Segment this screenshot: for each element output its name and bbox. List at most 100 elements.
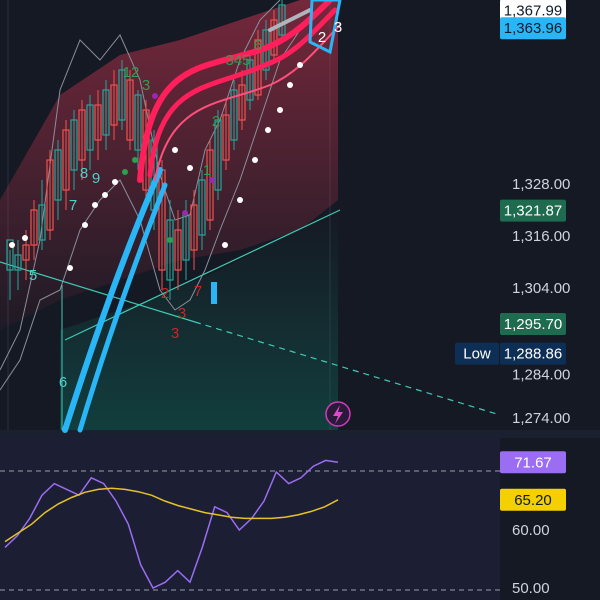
candle-body — [22, 244, 30, 261]
rsi-line — [4, 459, 339, 589]
signal-label: 12 — [123, 64, 140, 81]
candle-body — [6, 239, 14, 271]
rsi-tag-label: 65.20 — [514, 492, 552, 509]
signal-label: 5 — [29, 267, 37, 284]
envelope-lower-line — [0, 29, 301, 391]
price-tag-label: 1,295.70 — [504, 316, 562, 333]
signal-dot — [297, 62, 303, 68]
candle-body — [278, 4, 286, 36]
signal-dot — [167, 237, 173, 243]
trendline-ascending — [64, 209, 341, 341]
signal-dot — [172, 147, 178, 153]
signal-dot — [182, 210, 188, 216]
price-tag-label: 1,363.96 — [504, 20, 562, 37]
candle-body — [214, 119, 222, 191]
signal-dot — [252, 157, 258, 163]
signal-label: 6 — [59, 374, 67, 391]
candle-body — [174, 229, 182, 271]
signal-label: 9 — [92, 170, 100, 187]
price-axis-label: 1,304.00 — [512, 280, 570, 297]
candle-body — [222, 114, 230, 161]
candle-body — [118, 69, 126, 121]
signal-label: 2 — [161, 285, 169, 302]
signal-dot — [152, 93, 158, 99]
lower-band-outer — [62, 167, 163, 433]
lightning-button[interactable] — [325, 401, 351, 427]
signal-dot — [102, 192, 108, 198]
price-tag-background — [500, 17, 566, 40]
price-tag-background — [500, 0, 566, 22]
signal-dot — [237, 197, 243, 203]
candle-body — [70, 119, 78, 171]
panel-separator — [0, 430, 600, 438]
signal-dot — [22, 235, 28, 241]
price-axis-label: 1,274.00 — [512, 410, 570, 427]
price-tag-label: 1,288.86 — [504, 346, 562, 363]
candle-body — [206, 149, 214, 221]
signal-dot — [122, 169, 128, 175]
candle-body — [38, 204, 46, 241]
signal-dot — [9, 242, 15, 248]
signal-label: 8 — [80, 165, 88, 182]
low-tag-background — [455, 342, 499, 365]
signal-label: 2 — [318, 29, 326, 46]
last-bar-marker — [211, 282, 217, 304]
signal-dot — [82, 222, 88, 228]
candle-body — [86, 104, 94, 151]
candle-body — [54, 149, 62, 201]
rsi-axis-label: 50.00 — [512, 580, 550, 597]
candle-body — [46, 159, 54, 231]
lower-band-inner — [77, 182, 168, 433]
price-axis-label: 1,328.00 — [512, 176, 570, 193]
upper-band-mid — [154, 24, 341, 181]
trendline-descending — [0, 261, 196, 323]
rsi-tag-background — [500, 451, 566, 474]
signal-label: 7 — [194, 283, 202, 300]
price-tags: 1,376.331,372.981,370.001,369.641,367.99… — [325, 0, 566, 511]
signal-dot — [277, 107, 283, 113]
price-axis-label: 1,316.00 — [512, 228, 570, 245]
price-axis[interactable]: 1,328.00 1,316.00 1,304.00 1,284.00 1,274.00… — [512, 176, 570, 597]
rsi-axis-label: 60.00 — [512, 522, 550, 539]
price-tag-background — [500, 313, 566, 335]
candle-body — [230, 89, 238, 141]
signal-dot — [92, 202, 98, 208]
signal-label: 345 — [225, 52, 250, 69]
trendline-projection — [194, 321, 501, 416]
upper-band-outer — [137, 0, 333, 183]
low-tag-label: Low — [463, 346, 491, 363]
rsi-tag-label: 71.67 — [514, 454, 552, 471]
signal-dot — [287, 82, 293, 88]
candle-body — [62, 129, 70, 191]
price-tag-background — [500, 199, 566, 222]
candle-body — [166, 219, 174, 281]
price-tag-label: 1,367.99 — [504, 3, 562, 20]
signal-dot — [187, 165, 193, 171]
signal-dot — [265, 127, 271, 133]
bullish-cloud-fill — [60, 210, 338, 430]
candle-body — [270, 19, 278, 56]
signal-dot — [222, 242, 228, 248]
candle-body — [190, 204, 198, 251]
candle-body — [78, 109, 86, 161]
candle-body — [110, 84, 118, 126]
signal-dot — [112, 179, 118, 185]
candle-body — [102, 89, 110, 136]
signal-label: 3 — [171, 325, 179, 342]
signal-dot — [67, 265, 73, 271]
price-tag-background — [500, 342, 566, 365]
neutral-band-segment — [268, 8, 312, 32]
moving-average-bands — [62, 0, 342, 433]
signal-label: 7 — [69, 197, 77, 214]
candle-body — [246, 59, 254, 101]
signal-label: 1 — [203, 162, 211, 179]
candle-body — [94, 104, 102, 141]
rsi-ma-line — [4, 487, 339, 543]
candle-body — [238, 84, 246, 121]
candle-body — [198, 179, 206, 236]
lightning-icon — [333, 405, 343, 424]
signal-dot — [132, 157, 138, 163]
signal-label: 3 — [178, 305, 186, 322]
